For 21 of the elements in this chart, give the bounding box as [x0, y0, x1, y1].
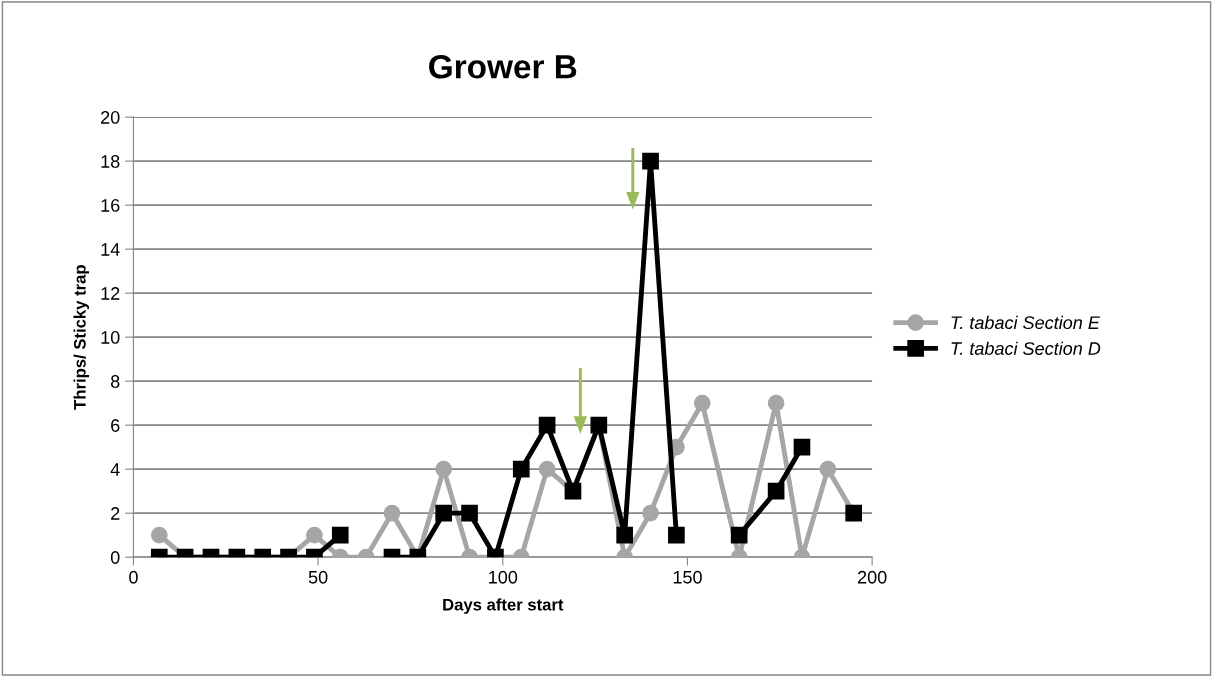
y-tick-label: 14	[101, 243, 120, 256]
x-tick-label: 200	[857, 570, 887, 584]
y-tick-label: 10	[101, 331, 120, 344]
y-tick-label: 12	[101, 287, 120, 300]
x-axis-title: Days after start	[443, 598, 564, 614]
y-tick-label: 8	[110, 375, 120, 388]
y-tick-label: 0	[110, 551, 120, 564]
y-tick-label: 4	[110, 463, 120, 476]
x-tick-label: 50	[308, 570, 328, 584]
x-tick-label: 150	[673, 570, 702, 584]
legend-label: T. tabaci Section E	[951, 315, 1101, 330]
x-tick-label: 0	[129, 570, 138, 584]
y-axis-title: Thrips/ Sticky trap	[73, 265, 90, 410]
y-tick-label: 16	[101, 199, 120, 212]
x-tick-label: 100	[489, 570, 518, 584]
chart-title: Grower B	[429, 54, 577, 79]
y-tick-label: 6	[111, 419, 120, 432]
y-tick-label: 18	[101, 155, 120, 168]
legend-label: T. tabaci Section D	[951, 341, 1101, 355]
y-tick-label: 2	[111, 507, 120, 520]
y-tick-label: 20	[101, 111, 120, 124]
